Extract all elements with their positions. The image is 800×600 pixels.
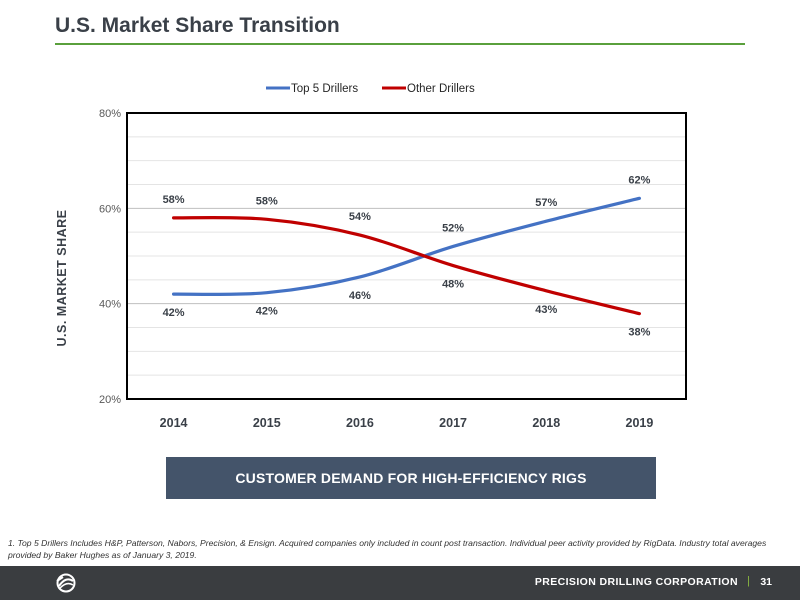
y-tick-label: 80% (99, 108, 121, 120)
footnote: 1. Top 5 Drillers Includes H&P, Patterso… (8, 538, 767, 560)
data-label: 54% (349, 211, 371, 223)
data-label: 62% (628, 174, 650, 186)
page-number: 31 (760, 576, 772, 588)
footer-bar: PRECISION DRILLING CORPORATION | 31 (0, 566, 800, 600)
data-label: 58% (256, 195, 278, 207)
page-title: U.S. Market Share Transition (55, 14, 340, 37)
y-tick-labels: 20% 40% 60% 80% (99, 108, 121, 406)
market-share-chart: 20% 40% 60% 80% 2014 2015 2016 2017 2018 2019 U.… (55, 83, 687, 430)
x-tick-labels: 2014 2015 2016 2017 2018 2019 (160, 416, 654, 430)
data-label: 46% (349, 290, 371, 302)
x-tick-label: 2015 (253, 416, 281, 430)
data-label: 57% (535, 197, 557, 209)
x-tick-label: 2017 (439, 416, 467, 430)
x-tick-label: 2014 (160, 416, 188, 430)
data-label: 52% (442, 222, 464, 234)
legend: Top 5 Drillers Other Drillers (266, 83, 475, 95)
y-tick-label: 20% (99, 394, 121, 406)
series-line (171, 215, 642, 316)
plot-frame (126, 112, 687, 400)
y-tick-label: 60% (99, 203, 121, 215)
x-tick-label: 2016 (346, 416, 374, 430)
series-lines (171, 196, 642, 316)
data-label: 42% (163, 307, 185, 319)
company-logo-icon (56, 573, 76, 593)
footer-separator: | (747, 575, 750, 587)
series-line (171, 196, 642, 297)
gridlines (127, 136, 686, 376)
data-labels: 42% 42% 46% 52% 57% 62% 58% 58% 54% 48% 43% 38% (163, 174, 651, 338)
y-tick-label: 40% (99, 299, 121, 311)
data-label: 38% (628, 327, 650, 339)
data-label: 43% (535, 304, 557, 316)
data-label: 42% (256, 306, 278, 318)
x-tick-label: 2018 (532, 416, 560, 430)
legend-label: Top 5 Drillers (291, 83, 358, 95)
x-tick-label: 2019 (626, 416, 654, 430)
customer-demand-banner: CUSTOMER DEMAND FOR HIGH-EFFICIENCY RIGS (166, 457, 656, 499)
legend-label: Other Drillers (407, 83, 475, 95)
data-label: 58% (163, 194, 185, 206)
data-label: 48% (442, 279, 464, 291)
company-name: PRECISION DRILLING CORPORATION (534, 576, 738, 588)
y-axis-label: U.S. MARKET SHARE (55, 210, 69, 347)
title-divider (55, 43, 745, 45)
